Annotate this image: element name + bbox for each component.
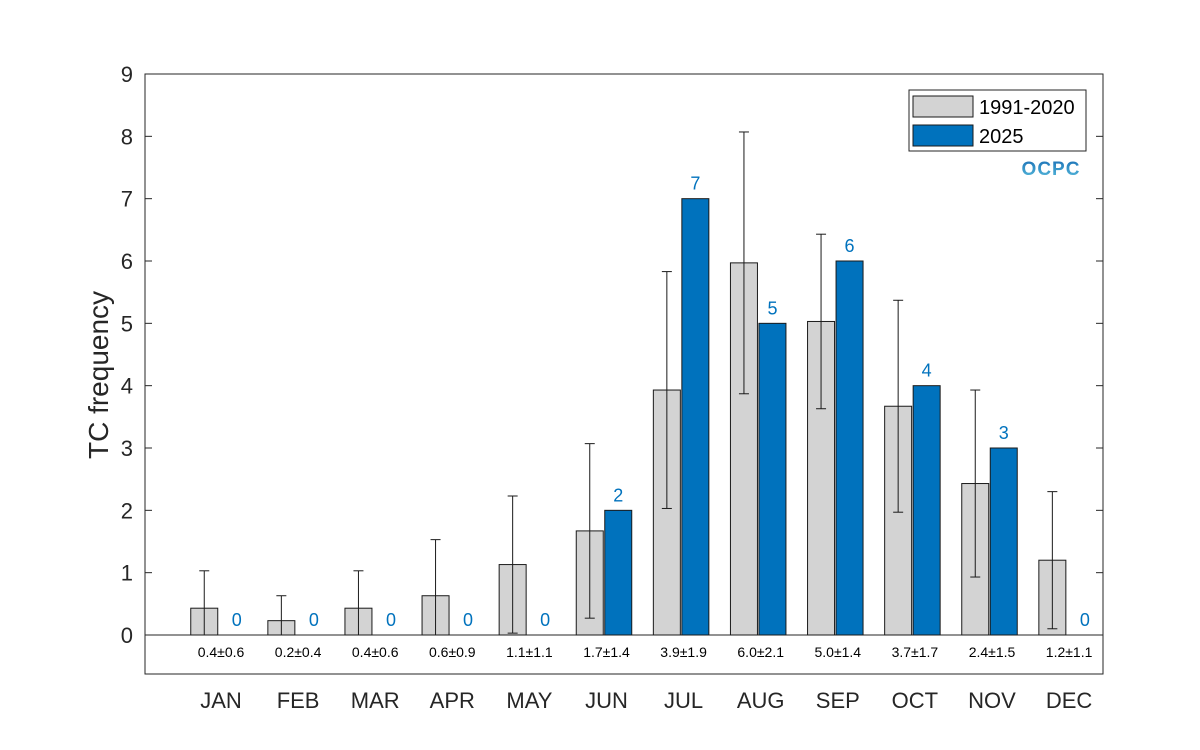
month-label: MAY bbox=[506, 688, 552, 713]
climatology-label: 1.2±1.1 bbox=[1046, 644, 1093, 660]
y-tick-label: 7 bbox=[121, 187, 133, 212]
climatology-label: 3.9±1.9 bbox=[660, 644, 707, 660]
climatology-label: 3.7±1.7 bbox=[892, 644, 939, 660]
plot-frame bbox=[144, 73, 1104, 675]
legend-label-2025: 2025 bbox=[979, 126, 1024, 148]
month-label: NOV bbox=[968, 688, 1016, 713]
legend-swatch-1991-2020 bbox=[912, 95, 974, 118]
year-2025-bar bbox=[835, 260, 864, 636]
year-2025-value-label: 0 bbox=[540, 610, 550, 630]
y-tick-label: 6 bbox=[121, 249, 133, 274]
month-label: DEC bbox=[1046, 688, 1093, 713]
climatology-label: 0.4±0.6 bbox=[352, 644, 399, 660]
year-2025-bar bbox=[758, 322, 787, 636]
svg-text:OCPC: OCPC bbox=[1022, 159, 1081, 180]
y-tick-label: 5 bbox=[121, 311, 133, 336]
year-2025-value-label: 5 bbox=[767, 298, 777, 318]
y-tick-label: 1 bbox=[121, 561, 133, 586]
year-2025-value-label: 3 bbox=[999, 423, 1009, 443]
climatology-label: 6.0±2.1 bbox=[737, 644, 784, 660]
year-2025-value-label: 6 bbox=[845, 236, 855, 256]
legend-label-1991-2020: 1991-2020 bbox=[979, 97, 1075, 119]
ocpc-logo: OCPC bbox=[1022, 159, 1081, 180]
year-2025-bar bbox=[604, 509, 633, 636]
month-label: APR bbox=[430, 688, 475, 713]
y-tick-label: 4 bbox=[121, 374, 133, 399]
legend-swatch-2025 bbox=[912, 124, 974, 147]
year-2025-bar bbox=[912, 385, 941, 636]
year-2025-value-label: 0 bbox=[386, 610, 396, 630]
y-tick-label: 8 bbox=[121, 124, 133, 149]
y-tick-label: 3 bbox=[121, 436, 133, 461]
year-2025-value-label: 7 bbox=[690, 174, 700, 194]
y-tick-label: 9 bbox=[121, 62, 133, 87]
month-label: OCT bbox=[892, 688, 938, 713]
climatology-label: 1.7±1.4 bbox=[583, 644, 630, 660]
y-tick-label: 0 bbox=[121, 623, 133, 648]
year-2025-value-label: 0 bbox=[1080, 610, 1090, 630]
year-2025-value-label: 0 bbox=[309, 610, 319, 630]
y-axis-label: TC frequency bbox=[83, 291, 114, 459]
month-label: JUL bbox=[664, 688, 703, 713]
climatology-label: 0.6±0.9 bbox=[429, 644, 476, 660]
year-2025-bar bbox=[681, 198, 710, 636]
month-label: JUN bbox=[585, 688, 628, 713]
climatology-label: 2.4±1.5 bbox=[969, 644, 1016, 660]
month-label: AUG bbox=[737, 688, 785, 713]
climatology-label: 0.4±0.6 bbox=[198, 644, 245, 660]
climatology-label: 1.1±1.1 bbox=[506, 644, 553, 660]
y-tick-label: 2 bbox=[121, 498, 133, 523]
year-2025-value-label: 0 bbox=[463, 610, 473, 630]
year-2025-value-label: 2 bbox=[613, 485, 623, 505]
year-2025-value-label: 0 bbox=[232, 610, 242, 630]
month-label: JAN bbox=[200, 688, 242, 713]
climatology-label: 0.2±0.4 bbox=[275, 644, 322, 660]
year-2025-bar bbox=[989, 447, 1018, 636]
month-label: SEP bbox=[816, 688, 860, 713]
climatology-label: 5.0±1.4 bbox=[814, 644, 861, 660]
month-label: MAR bbox=[351, 688, 400, 713]
year-2025-value-label: 4 bbox=[922, 361, 932, 381]
month-label: FEB bbox=[277, 688, 320, 713]
